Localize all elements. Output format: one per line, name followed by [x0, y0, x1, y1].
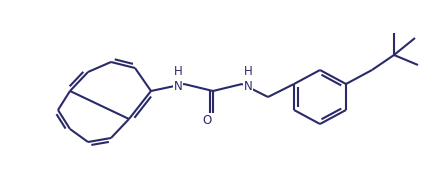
Text: H
N: H N — [243, 65, 252, 93]
Text: O: O — [203, 113, 211, 127]
Text: H
N: H N — [173, 65, 182, 93]
